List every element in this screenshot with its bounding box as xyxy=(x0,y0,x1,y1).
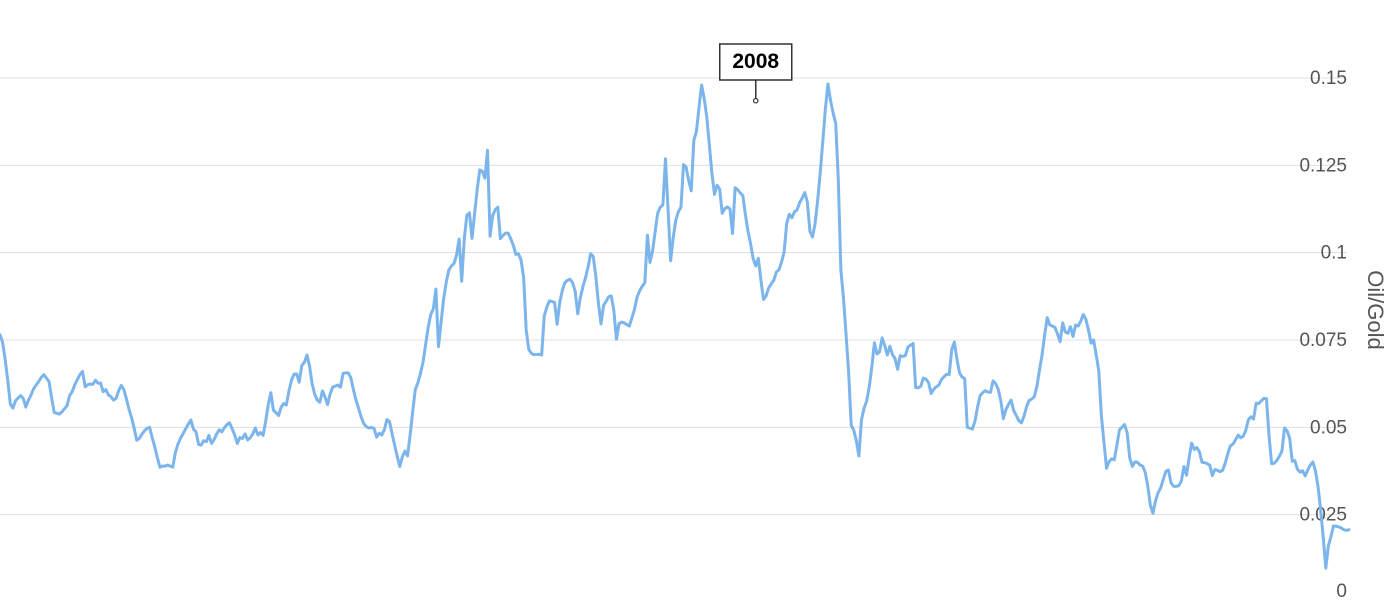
y-tick-label: 0.15 xyxy=(1310,68,1347,89)
annotation-point xyxy=(752,97,759,104)
y-tick-label: 0.1 xyxy=(1321,243,1347,264)
annotation-box xyxy=(718,43,793,81)
y-tick-label: 0.05 xyxy=(1310,417,1347,438)
y-tick-label: 0.025 xyxy=(1299,505,1347,526)
gridlines xyxy=(0,77,1347,516)
annotation-2008: 2008 xyxy=(718,43,793,104)
y-tick-label: 0 xyxy=(1336,581,1347,600)
y-tick-label: 0.075 xyxy=(1299,330,1347,351)
series-line-oil-gold[interactable] xyxy=(0,82,1351,570)
y-axis-tick-labels: 0 0.025 0.05 0.075 0.1 0.125 0.15 xyxy=(1299,68,1347,600)
annotation-label: 2008 xyxy=(732,50,779,73)
y-tick-label: 0.125 xyxy=(1299,155,1347,176)
y-axis-title: Oil/Gold xyxy=(1363,270,1388,349)
